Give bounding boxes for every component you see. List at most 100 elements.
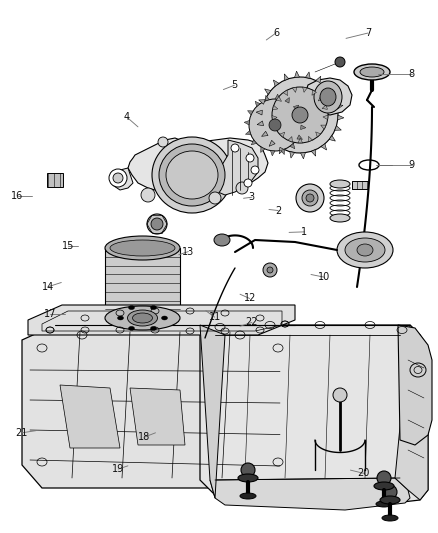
Polygon shape [270,151,275,156]
Ellipse shape [152,137,232,213]
Ellipse shape [117,316,124,320]
Ellipse shape [249,99,301,151]
Text: 3: 3 [249,192,255,202]
Ellipse shape [158,137,168,147]
Polygon shape [308,136,312,142]
Polygon shape [281,149,285,155]
Ellipse shape [377,471,391,485]
Ellipse shape [113,173,123,183]
Polygon shape [256,110,262,115]
Ellipse shape [272,87,328,143]
Polygon shape [215,140,258,195]
Ellipse shape [151,326,156,330]
Polygon shape [292,87,297,92]
Polygon shape [322,105,328,109]
Polygon shape [265,95,269,101]
Bar [352,181,368,189]
Ellipse shape [292,107,308,123]
Ellipse shape [269,119,281,131]
Polygon shape [299,115,304,119]
Text: 12: 12 [244,294,256,303]
Polygon shape [130,388,185,445]
Polygon shape [284,74,289,80]
Polygon shape [395,325,428,500]
Ellipse shape [374,482,394,490]
Text: 18: 18 [138,432,151,442]
Ellipse shape [105,306,180,330]
Ellipse shape [262,77,338,153]
Text: 19: 19 [112,464,124,474]
Ellipse shape [333,388,347,402]
Text: 16: 16 [11,191,24,201]
Polygon shape [305,78,352,115]
Ellipse shape [380,496,400,504]
Polygon shape [259,100,265,104]
Text: 20: 20 [357,469,370,478]
Polygon shape [329,135,336,141]
Text: 15: 15 [62,241,74,251]
Text: 2: 2 [275,206,281,215]
Polygon shape [257,121,264,126]
Polygon shape [276,96,282,101]
Ellipse shape [335,57,345,67]
Ellipse shape [267,267,273,273]
Polygon shape [279,132,285,138]
Polygon shape [338,115,344,120]
Polygon shape [200,325,225,498]
Ellipse shape [128,305,134,310]
Polygon shape [288,136,292,142]
Ellipse shape [382,515,398,521]
Polygon shape [200,325,428,508]
Polygon shape [261,131,268,136]
Ellipse shape [110,240,175,256]
Ellipse shape [127,310,158,326]
Ellipse shape [302,190,318,206]
Ellipse shape [209,192,221,204]
Polygon shape [325,84,331,90]
Ellipse shape [263,263,277,277]
Ellipse shape [151,218,163,230]
Text: 17: 17 [44,310,57,319]
Polygon shape [128,138,268,200]
Ellipse shape [109,169,127,187]
Polygon shape [255,101,260,107]
Polygon shape [261,147,265,152]
Polygon shape [274,125,279,130]
Text: 6: 6 [273,28,279,38]
Ellipse shape [240,493,256,499]
Text: 9: 9 [409,160,415,170]
Ellipse shape [330,214,350,222]
Ellipse shape [337,232,393,268]
Bar [105,248,180,318]
Text: 1: 1 [301,227,307,237]
Ellipse shape [241,463,255,477]
Polygon shape [272,116,277,120]
Polygon shape [265,89,271,94]
Polygon shape [336,104,343,109]
Polygon shape [290,151,295,158]
Ellipse shape [306,194,314,202]
Ellipse shape [238,474,258,482]
Ellipse shape [162,316,167,320]
Ellipse shape [360,67,384,77]
Polygon shape [269,140,275,147]
Polygon shape [321,144,327,150]
Ellipse shape [354,64,390,80]
Text: 21: 21 [16,428,28,438]
Polygon shape [60,385,120,448]
Polygon shape [300,152,305,159]
Ellipse shape [141,188,155,202]
Ellipse shape [314,81,342,113]
Polygon shape [303,87,307,92]
Polygon shape [311,150,316,156]
Text: 8: 8 [409,69,415,78]
Ellipse shape [159,144,225,206]
Polygon shape [398,325,432,445]
Ellipse shape [251,166,259,174]
Polygon shape [279,147,284,154]
Ellipse shape [345,238,385,262]
Text: 13: 13 [182,247,194,256]
Ellipse shape [330,180,350,188]
Polygon shape [275,94,279,100]
Text: 14: 14 [42,282,54,292]
